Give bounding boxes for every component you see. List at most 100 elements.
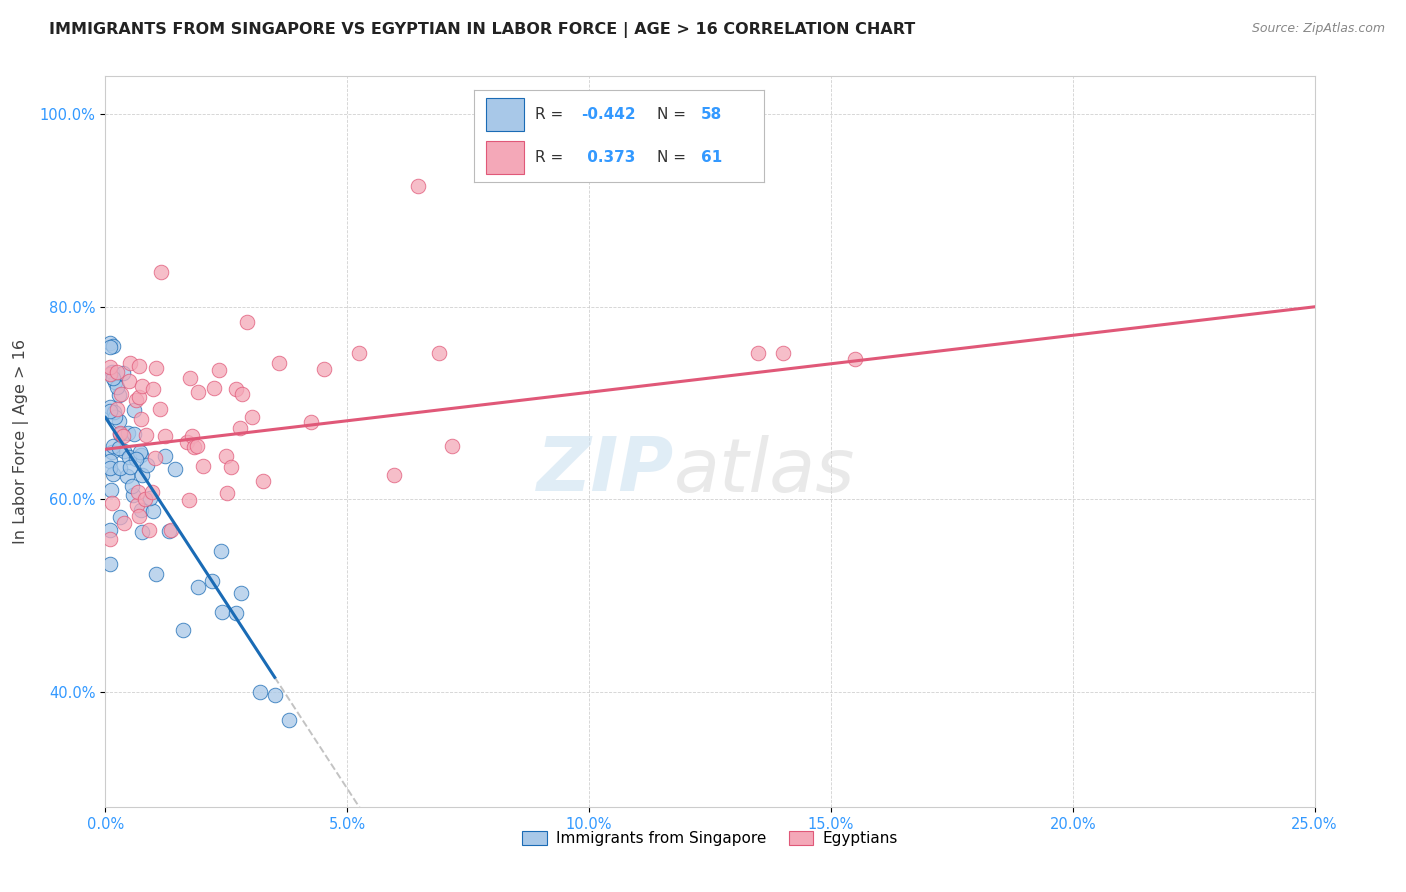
- Point: [145, 360, 167, 375]
- Point: [104, 409, 127, 424]
- Point: [128, 390, 150, 404]
- Point: [129, 503, 152, 517]
- Point: [172, 624, 194, 638]
- Point: [117, 425, 139, 440]
- Point: [101, 445, 124, 459]
- Point: [101, 496, 124, 510]
- Point: [101, 365, 124, 379]
- Point: [186, 439, 208, 453]
- Point: [98, 400, 121, 414]
- Point: [122, 487, 145, 501]
- Text: atlas: atlas: [673, 434, 855, 507]
- Legend: Immigrants from Singapore, Egyptians: Immigrants from Singapore, Egyptians: [516, 824, 904, 852]
- Point: [202, 381, 225, 395]
- Point: [252, 475, 274, 489]
- Point: [125, 498, 148, 512]
- Point: [406, 179, 429, 194]
- Point: [187, 580, 209, 594]
- Point: [208, 363, 231, 377]
- Point: [127, 485, 149, 500]
- Point: [105, 402, 128, 417]
- Point: [267, 356, 290, 370]
- Point: [108, 510, 131, 524]
- Point: [112, 366, 135, 380]
- Text: IMMIGRANTS FROM SINGAPORE VS EGYPTIAN IN LABOR FORCE | AGE > 16 CORRELATION CHAR: IMMIGRANTS FROM SINGAPORE VS EGYPTIAN IN…: [49, 22, 915, 38]
- Point: [312, 362, 335, 376]
- Point: [231, 386, 253, 401]
- Point: [104, 376, 127, 390]
- Point: [149, 265, 172, 279]
- Point: [136, 458, 159, 472]
- Point: [177, 492, 200, 507]
- Text: ZIP: ZIP: [537, 434, 673, 508]
- Point: [215, 486, 238, 500]
- Point: [183, 441, 205, 455]
- Point: [105, 365, 128, 379]
- Point: [98, 557, 121, 571]
- Point: [135, 428, 157, 442]
- Point: [159, 523, 181, 537]
- Point: [98, 532, 121, 546]
- Point: [122, 426, 145, 441]
- Point: [211, 605, 233, 619]
- Point: [98, 454, 121, 468]
- Point: [101, 339, 124, 353]
- Point: [103, 371, 125, 385]
- Point: [112, 444, 135, 458]
- Point: [108, 415, 131, 429]
- Point: [118, 450, 141, 465]
- Point: [747, 346, 769, 360]
- Point: [153, 449, 176, 463]
- Point: [149, 402, 172, 417]
- Point: [427, 346, 450, 360]
- Point: [263, 688, 285, 702]
- Point: [98, 523, 121, 537]
- Point: [176, 434, 198, 449]
- Point: [347, 345, 370, 359]
- Point: [440, 439, 463, 453]
- Point: [145, 566, 167, 581]
- Point: [225, 606, 247, 620]
- Point: [163, 462, 186, 476]
- Point: [103, 467, 125, 481]
- Point: [131, 379, 153, 393]
- Point: [142, 504, 165, 518]
- Point: [143, 451, 166, 466]
- Point: [772, 346, 794, 360]
- Point: [125, 452, 148, 467]
- Point: [108, 426, 131, 441]
- Point: [110, 387, 132, 401]
- Point: [112, 429, 135, 443]
- Point: [117, 469, 139, 483]
- Point: [117, 374, 139, 388]
- Point: [98, 336, 121, 351]
- Point: [153, 429, 176, 443]
- Point: [107, 441, 129, 455]
- Point: [225, 383, 247, 397]
- Point: [103, 404, 125, 418]
- Point: [141, 485, 163, 500]
- Point: [129, 448, 152, 462]
- Point: [219, 459, 242, 474]
- Point: [229, 420, 252, 434]
- Point: [128, 509, 150, 524]
- Point: [181, 429, 204, 443]
- Point: [142, 382, 165, 396]
- Point: [121, 478, 143, 492]
- Point: [105, 380, 128, 394]
- Text: Source: ZipAtlas.com: Source: ZipAtlas.com: [1251, 22, 1385, 36]
- Point: [278, 714, 301, 728]
- Point: [299, 415, 322, 429]
- Point: [134, 491, 156, 506]
- Point: [215, 450, 238, 464]
- Point: [157, 524, 180, 539]
- Point: [103, 439, 125, 453]
- Point: [131, 525, 153, 540]
- Point: [118, 460, 141, 475]
- Point: [122, 403, 145, 417]
- Point: [179, 371, 201, 385]
- Point: [112, 516, 135, 530]
- Point: [139, 491, 162, 505]
- Point: [209, 543, 232, 558]
- Point: [240, 410, 263, 425]
